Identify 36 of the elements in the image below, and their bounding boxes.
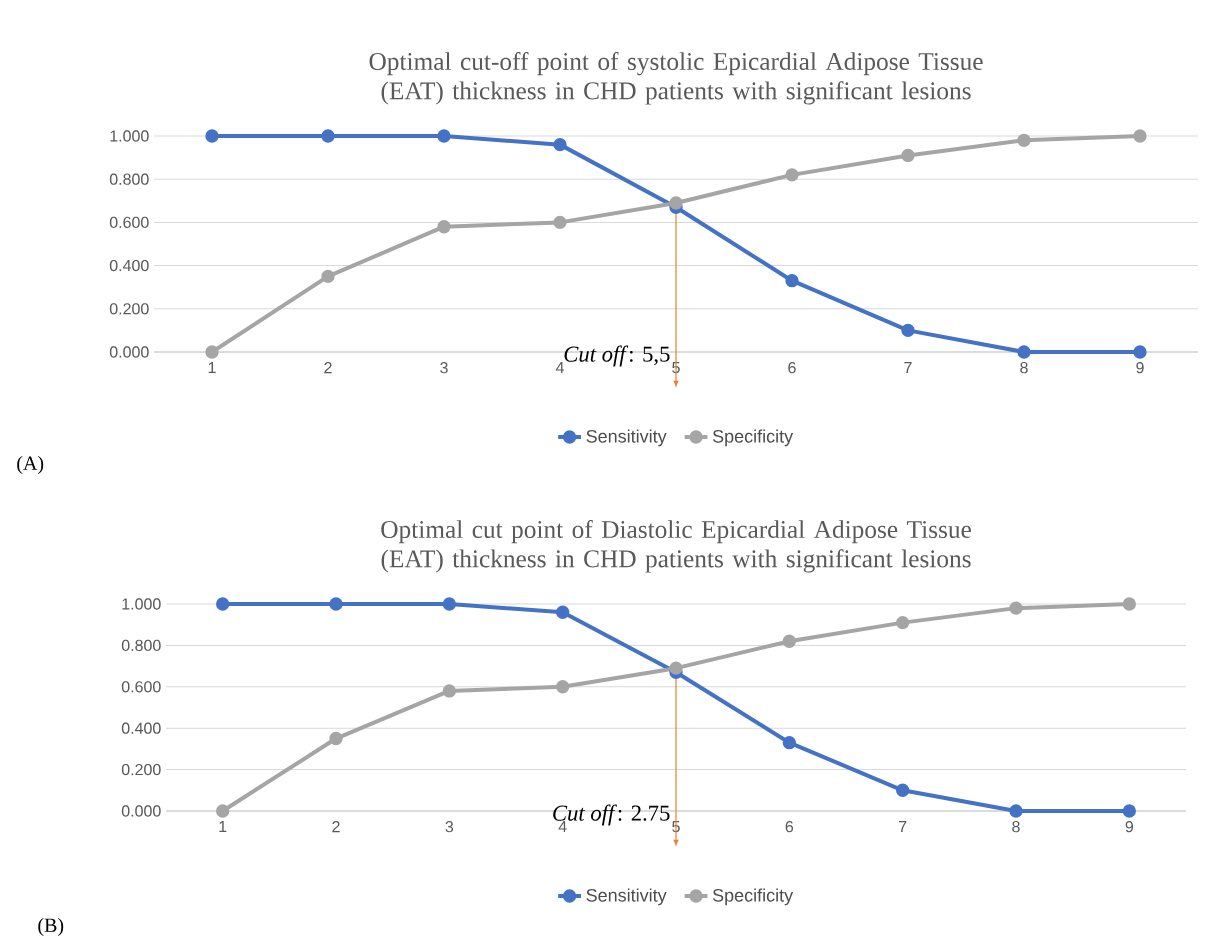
x-tick-label: 4 (555, 362, 564, 374)
x-tick-label: 2 (332, 821, 340, 833)
y-tick-label: 0.200 (109, 303, 149, 315)
chart-title: Optimal cut-off point of systolic Epicardial Adipose Tissue (EAT) thickness in CHD patients with significant lesions (369, 52, 983, 105)
x-tick-label: 1 (208, 362, 216, 374)
y-tick-label: 0.400 (109, 260, 149, 272)
y-tick-label: 0.800 (121, 639, 161, 652)
y-tick-label: 0.000 (109, 346, 149, 358)
y-tick-label: 0.600 (109, 216, 149, 229)
legend-label: Sensitivity (586, 429, 667, 447)
x-tick-label: 6 (785, 821, 794, 833)
x-tick-label: 2 (324, 362, 332, 374)
text: (A) (17, 456, 44, 475)
x-tick-label: 7 (904, 362, 912, 374)
x-tick-label: 9 (1125, 821, 1134, 833)
x-tick-label: 3 (440, 362, 448, 374)
x-tick-label: 6 (788, 362, 796, 374)
x-tick-label: 8 (1012, 821, 1020, 833)
y-tick-label: 0.200 (121, 764, 161, 776)
y-tick-label: 1.000 (122, 598, 161, 610)
x-tick-label: 7 (899, 821, 907, 833)
y-tick-label: 0.400 (121, 722, 161, 734)
y-tick-label: 0.000 (121, 805, 161, 817)
chart-title: Optimal cut point of Diastolic Epicardial Adipose Tissue (EAT) thickness in CHD patients with significant lesions (381, 520, 971, 573)
annotation: Cut off: 5,5 (564, 345, 670, 367)
legend-label: Sensitivity (586, 888, 667, 906)
x-tick-label: 9 (1136, 362, 1144, 374)
y-tick-label: 0.600 (121, 681, 161, 693)
x-tick-label: 1 (219, 821, 227, 833)
y-tick-label: 1.000 (110, 130, 149, 142)
legend-label: Specificity (712, 888, 794, 906)
text: (B) (38, 918, 64, 937)
x-tick-label: 8 (1020, 362, 1028, 374)
x-tick-label: 3 (445, 821, 454, 833)
y-tick-label: 0.800 (109, 173, 149, 185)
legend-label: Specificity (712, 429, 794, 447)
